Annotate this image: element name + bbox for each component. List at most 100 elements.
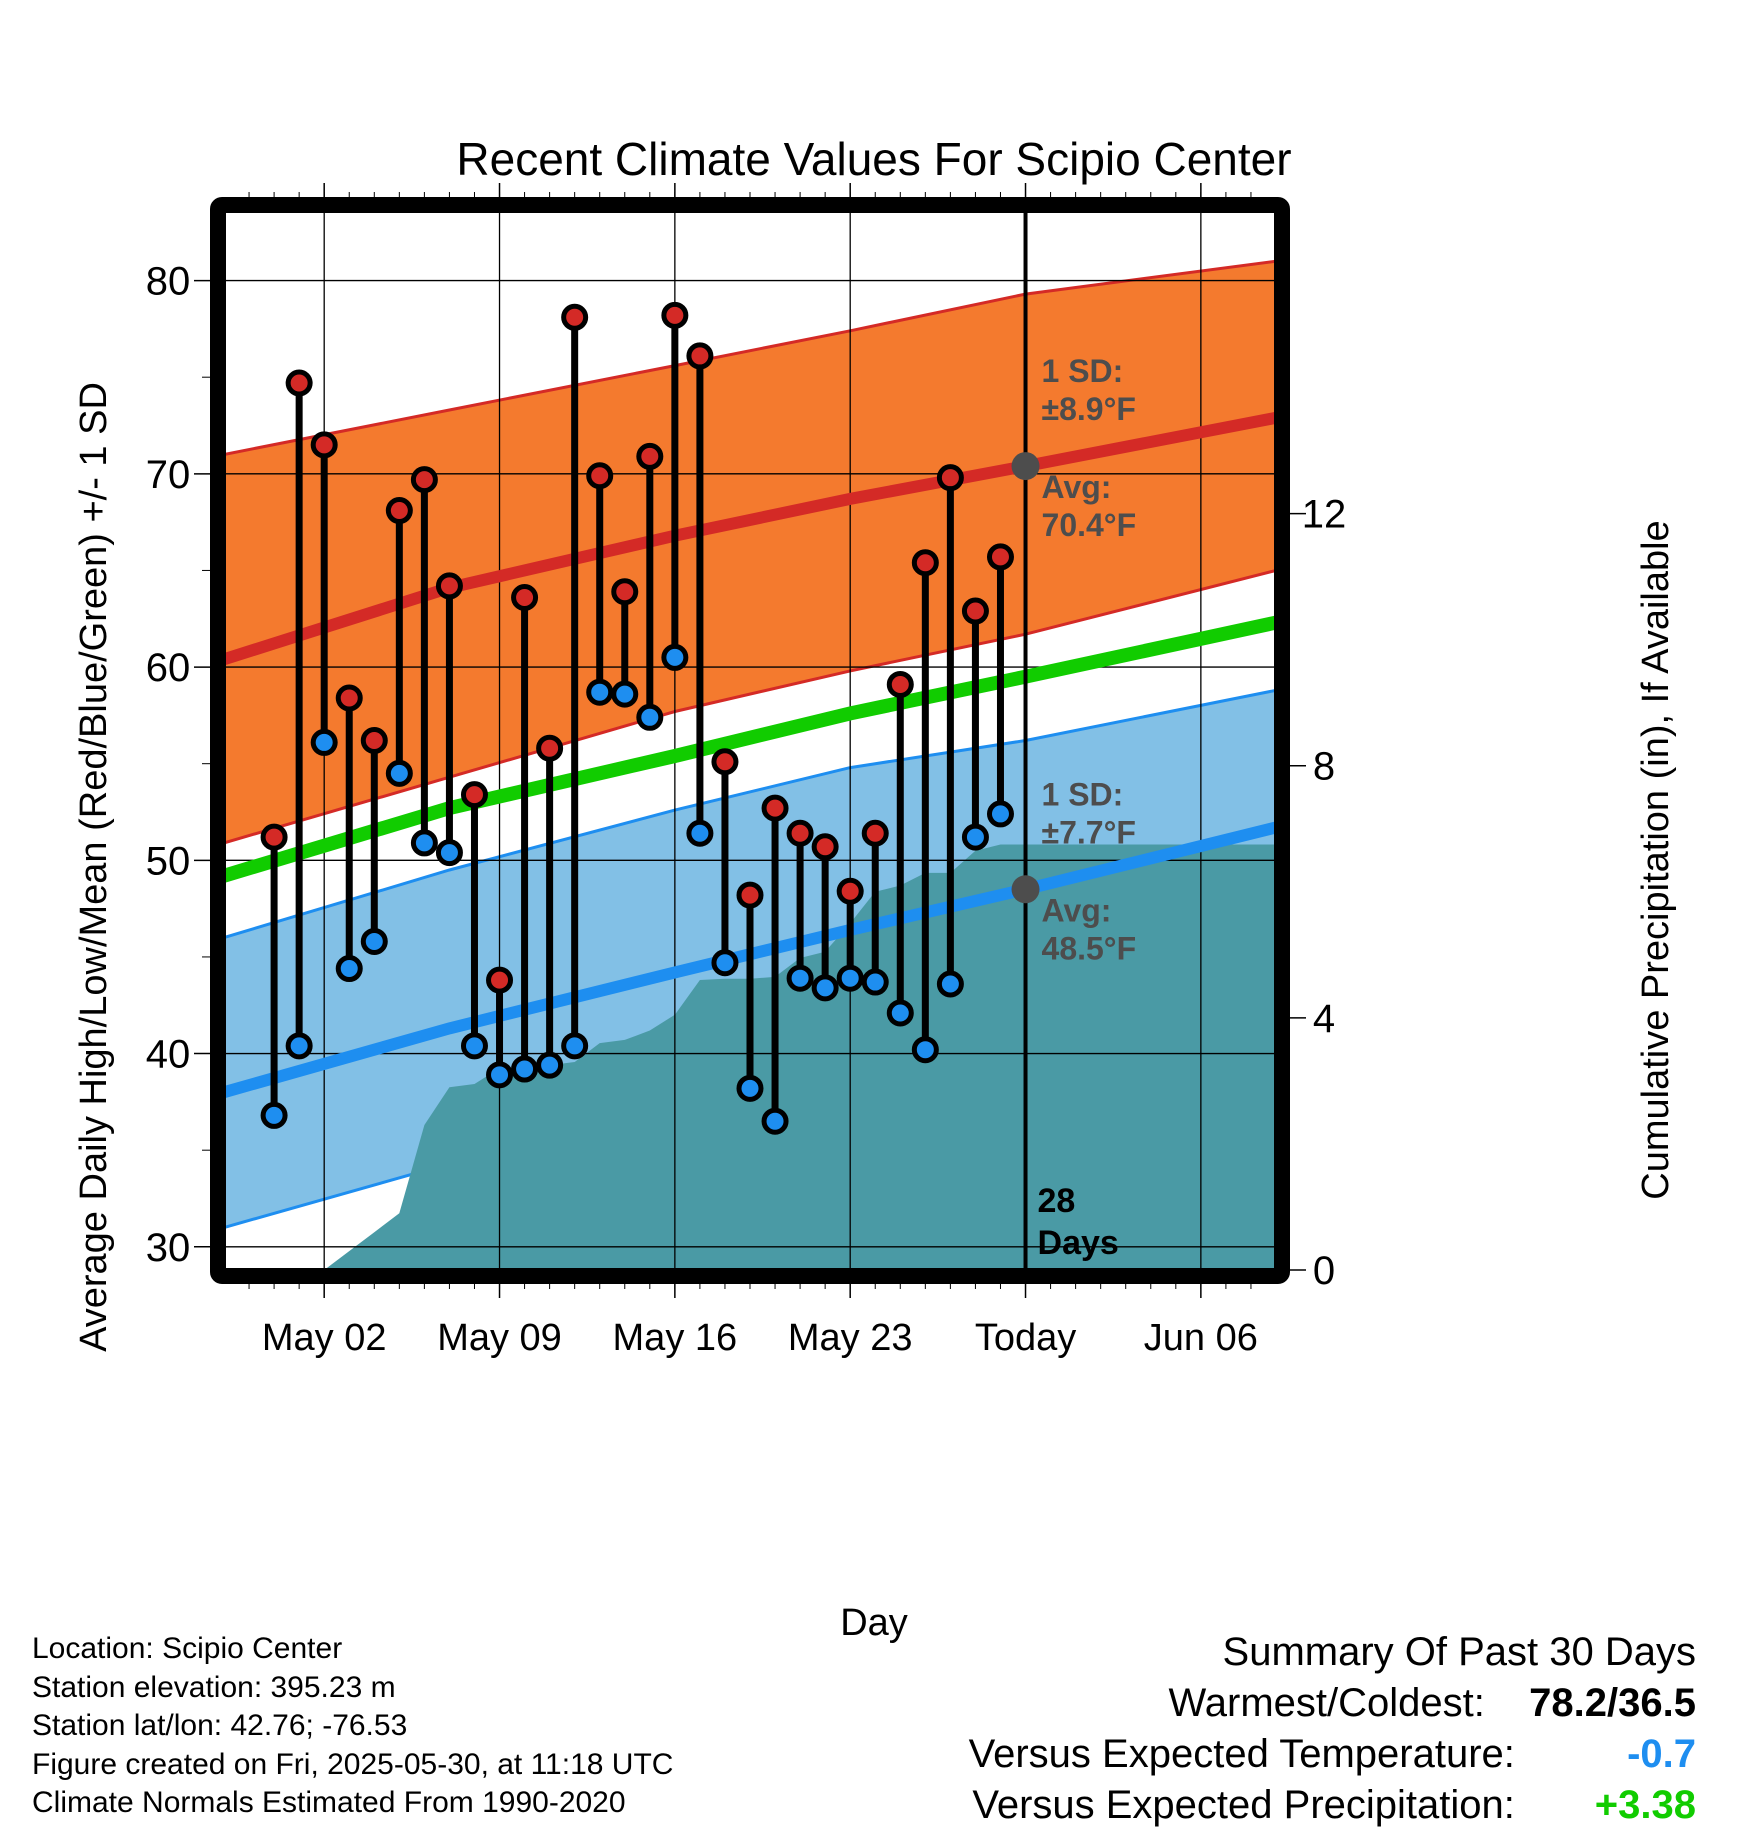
low-avg-label-line1: Avg: bbox=[1042, 892, 1112, 928]
high-sd-band bbox=[224, 261, 1276, 843]
y-tick-label: 40 bbox=[146, 1033, 191, 1077]
observed-high-point bbox=[435, 572, 463, 600]
observed-high-point bbox=[961, 597, 989, 625]
station-info: Location: Scipio Center Station elevatio… bbox=[32, 1630, 673, 1823]
observed-low-point bbox=[986, 800, 1014, 828]
x-tick-label: May 09 bbox=[437, 1317, 562, 1359]
created-text: Figure created on Fri, 2025-05-30, at 11… bbox=[32, 1747, 674, 1781]
x-axis-label: Day bbox=[840, 1602, 908, 1644]
observed-high-point bbox=[786, 819, 814, 847]
observed-high-point bbox=[836, 877, 864, 905]
high-lower-line bbox=[224, 568, 1276, 845]
low-upper-line bbox=[224, 688, 1276, 940]
observed-high-point bbox=[936, 464, 964, 492]
observed-low-point bbox=[911, 1036, 939, 1064]
precipitation-area bbox=[299, 844, 1276, 1270]
observed-high-point bbox=[736, 881, 764, 909]
observed-high-point bbox=[460, 781, 488, 809]
y2-tick-label: 4 bbox=[1313, 997, 1335, 1041]
observed-high-point bbox=[636, 442, 664, 470]
observed-high-point bbox=[260, 823, 288, 851]
temp-value: -0.7 bbox=[1627, 1732, 1696, 1776]
warm-cold-label: Warmest/Coldest: bbox=[1168, 1681, 1485, 1725]
x-tick-label: Jun 06 bbox=[1144, 1317, 1258, 1359]
y-tick-label: 30 bbox=[146, 1226, 191, 1270]
observed-high-point bbox=[586, 462, 614, 490]
warm-cold-value: 78.2/36.5 bbox=[1529, 1681, 1696, 1725]
summary-title: Summary Of Past 30 Days bbox=[1222, 1630, 1696, 1674]
summary-panel: Summary Of Past 30 Days Warmest/Coldest:… bbox=[969, 1627, 1696, 1831]
temp-row: Versus Expected Temperature: -0.7 bbox=[969, 1729, 1696, 1780]
observed-high-point bbox=[285, 369, 313, 397]
x-tick-label: May 02 bbox=[262, 1317, 387, 1359]
y-axis-label: Average Daily High/Low/Mean (Red/Blue/Gr… bbox=[73, 382, 115, 1352]
observed-high-point bbox=[385, 497, 413, 525]
observed-low-point bbox=[360, 927, 388, 955]
observed-high-point bbox=[310, 431, 338, 459]
observed-low-point bbox=[586, 678, 614, 706]
observed-high-point bbox=[335, 684, 363, 712]
observed-low-point bbox=[410, 829, 438, 857]
observed-high-point bbox=[360, 727, 388, 754]
observed-low-point bbox=[786, 964, 814, 992]
observed-low-point bbox=[761, 1107, 789, 1135]
y-tick-label: 50 bbox=[146, 839, 191, 883]
observed-high-point bbox=[410, 466, 438, 494]
precip-row: Versus Expected Precipitation: +3.38 bbox=[969, 1780, 1696, 1831]
observed-low-point bbox=[736, 1074, 764, 1102]
precip-label: Versus Expected Precipitation: bbox=[972, 1783, 1515, 1827]
observed-low-point bbox=[686, 819, 714, 847]
observed-high-point bbox=[611, 578, 639, 606]
observed-high-point bbox=[711, 748, 739, 776]
observed-low-point bbox=[435, 839, 463, 867]
x-tick-label: Today bbox=[975, 1317, 1076, 1359]
low-sd-label-line1: 1 SD: bbox=[1042, 776, 1124, 812]
high-sd-label-line1: 1 SD: bbox=[1042, 353, 1124, 389]
observed-low-point bbox=[961, 823, 989, 851]
plot-frame bbox=[210, 197, 1290, 1284]
low-avg-today-marker bbox=[1011, 875, 1040, 904]
high-avg-line bbox=[224, 411, 1276, 666]
observed-high-point bbox=[486, 966, 514, 994]
observed-low-point bbox=[335, 955, 363, 983]
today-days-number: 28 bbox=[1038, 1182, 1076, 1220]
warm-cold-row: Warmest/Coldest: 78.2/36.5 bbox=[969, 1678, 1697, 1729]
x-tick-label: May 16 bbox=[613, 1317, 738, 1359]
low-avg-label-line2: 48.5°F bbox=[1042, 930, 1137, 966]
observed-high-point bbox=[661, 301, 689, 329]
observed-low-point bbox=[310, 728, 338, 756]
observed-low-point bbox=[636, 703, 664, 731]
y-tick-label: 70 bbox=[146, 453, 191, 497]
observed-low-point bbox=[260, 1101, 288, 1129]
observed-high-point bbox=[811, 833, 839, 861]
observed-low-point bbox=[861, 968, 889, 996]
precip-value: +3.38 bbox=[1594, 1783, 1696, 1827]
high-avg-today-marker bbox=[1011, 452, 1040, 481]
chart-title: Recent Climate Values For Scipio Center bbox=[456, 133, 1291, 185]
observed-low-point bbox=[536, 1051, 564, 1079]
low-avg-line bbox=[224, 821, 1276, 1098]
observed-high-point bbox=[686, 342, 714, 370]
location-text: Location: Scipio Center bbox=[32, 1632, 343, 1665]
y2-tick-label: 8 bbox=[1313, 745, 1335, 789]
y2-axis-label: Cumulative Precipitation (in), If Availa… bbox=[1635, 520, 1677, 1199]
observed-low-point bbox=[886, 999, 914, 1027]
observed-low-point bbox=[611, 680, 639, 708]
high-upper-line bbox=[224, 259, 1276, 456]
observed-high-point bbox=[561, 303, 589, 331]
observed-high-point bbox=[511, 583, 539, 611]
observed-low-point bbox=[661, 643, 689, 671]
elevation-text: Station elevation: 395.23 m bbox=[32, 1670, 396, 1704]
y-tick-label: 80 bbox=[146, 260, 191, 304]
observed-low-point bbox=[836, 964, 864, 992]
latlon-text: Station lat/lon: 42.76; -76.53 bbox=[32, 1709, 408, 1742]
observed-low-point bbox=[936, 970, 964, 998]
observed-low-point bbox=[460, 1032, 488, 1060]
observed-high-point bbox=[986, 543, 1014, 571]
observed-low-point bbox=[486, 1061, 514, 1089]
mean-avg-line bbox=[224, 615, 1276, 883]
y2-tick-label: 12 bbox=[1302, 493, 1347, 537]
